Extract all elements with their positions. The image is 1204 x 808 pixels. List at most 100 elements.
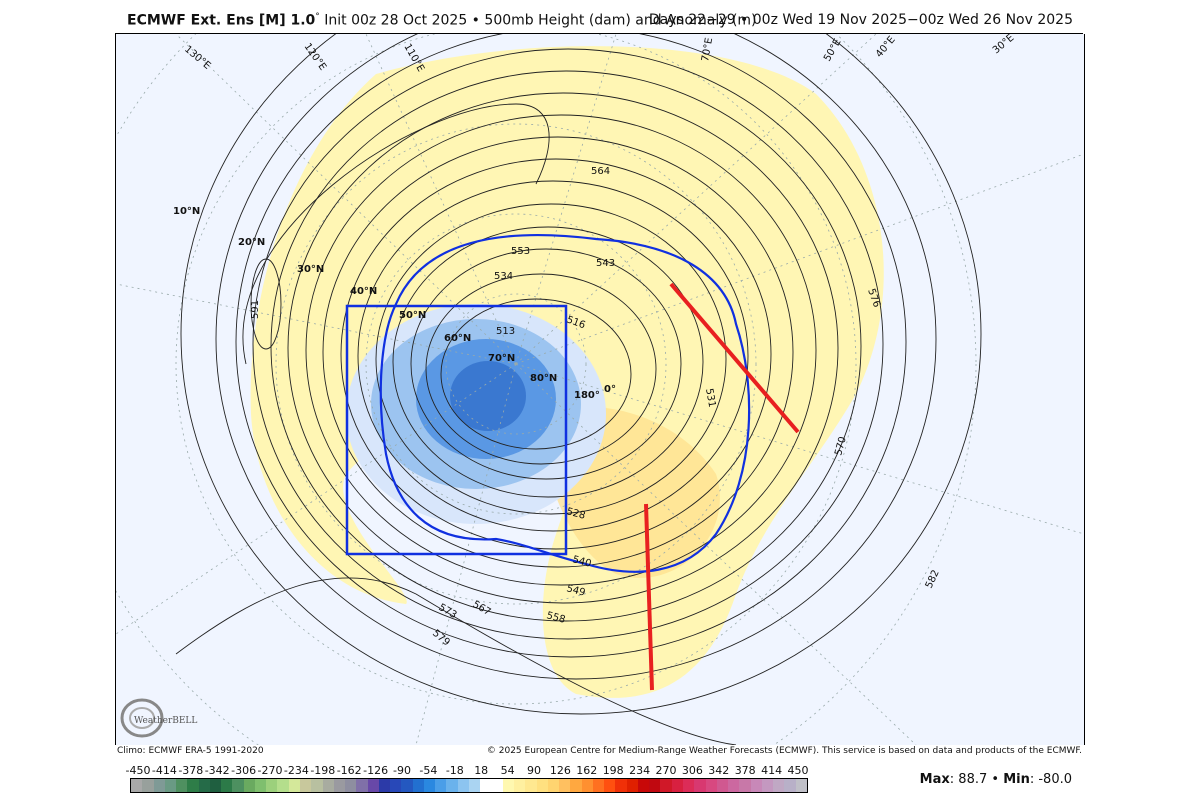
colorbar-swatch: [480, 779, 492, 792]
svg-text:70°N: 70°N: [488, 353, 515, 364]
colorbar-tick: -54: [419, 764, 438, 777]
colorbar-swatch: [604, 779, 616, 792]
colorbar-swatch: [412, 779, 424, 792]
svg-text:582: 582: [924, 568, 942, 590]
svg-text:549: 549: [565, 583, 586, 599]
colorbar-tick: -234: [283, 764, 309, 777]
product-name: 500mb Height (dam) and Anomaly (m): [484, 12, 757, 29]
colorbar-swatch: [491, 779, 503, 792]
colorbar-swatch: [660, 779, 672, 792]
svg-text:WeatherBELL: WeatherBELL: [134, 716, 197, 726]
colorbar-swatch: [277, 779, 289, 792]
colorbar-swatch: [525, 779, 537, 792]
polar-map: 10°N 20°N 30°N 40°N 50°N 60°N 70°N 80°N …: [115, 34, 1085, 745]
colorbar-swatch: [739, 779, 751, 792]
svg-text:573: 573: [437, 602, 459, 621]
weatherbell-logo: WeatherBELL: [118, 696, 208, 740]
colorbar-swatch: [288, 779, 300, 792]
copyright-note: © 2025 European Centre for Medium-Range …: [486, 746, 1082, 756]
colorbar-swatch: [716, 779, 729, 792]
colorbar-tick: -18: [445, 764, 464, 777]
title-divider: [115, 33, 1083, 34]
min-value: -80.0: [1038, 772, 1072, 787]
colorbar-swatch: [683, 779, 695, 792]
colorbar-swatch: [773, 779, 785, 792]
colorbar-tick: 54: [500, 764, 515, 777]
colorbar-swatch: [446, 779, 458, 792]
colorbar-swatch: [750, 779, 762, 792]
colorbar-swatch: [514, 779, 526, 792]
svg-text:130°E: 130°E: [182, 44, 212, 72]
valid-period: Days 22−29 • 00z Wed 19 Nov 2025−00z Wed…: [648, 12, 1073, 28]
colorbar-tick: -414: [151, 764, 177, 777]
svg-text:591: 591: [250, 300, 261, 319]
colorbar-swatch: [728, 779, 740, 792]
colorbar-swatch: [615, 779, 627, 792]
colorbar-swatch: [502, 779, 515, 792]
svg-text:528: 528: [565, 506, 586, 522]
540-dam-contour: [379, 233, 751, 573]
anomaly-colorbar: [130, 778, 808, 793]
colorbar-swatch: [390, 779, 402, 792]
init-time: Init 00z 28 Oct 2025: [319, 12, 468, 29]
colorbar-swatch: [468, 779, 481, 792]
svg-text:579: 579: [430, 628, 452, 649]
max-value: 88.7: [958, 772, 988, 787]
colorbar-swatch: [232, 779, 244, 792]
svg-text:40°E: 40°E: [874, 34, 898, 59]
negative-anomaly-core: [450, 361, 526, 431]
climo-note: Climo: ECMWF ERA-5 1991-2020: [117, 746, 264, 756]
colorbar-tick: 270: [655, 764, 677, 777]
colorbar-swatch: [311, 779, 323, 792]
colorbar-tick: -342: [204, 764, 230, 777]
colorbar-tick: 342: [708, 764, 730, 777]
chart-title: ECMWF Ext. Ens [M] 1.0° Init 00z 28 Oct …: [127, 12, 757, 29]
svg-text:180°: 180°: [574, 390, 600, 401]
colorbar-tick: 234: [629, 764, 651, 777]
colorbar-swatch: [378, 779, 391, 792]
colorbar-swatch: [142, 779, 154, 792]
svg-text:567: 567: [471, 599, 493, 618]
colorbar-tick: -306: [231, 764, 257, 777]
svg-text:570: 570: [833, 435, 849, 456]
colorbar-swatch: [266, 779, 278, 792]
colorbar-tick-labels: -450 -414 -378 -342 -306 -270 -234 -198 -162 -126…: [125, 764, 809, 778]
svg-text:540: 540: [571, 554, 592, 570]
colorbar-swatch: [221, 779, 233, 792]
colorbar-swatch: [367, 779, 379, 792]
colorbar-tick: 198: [602, 764, 624, 777]
colorbar-tick: -90: [393, 764, 411, 777]
colorbar-tick: -270: [257, 764, 283, 777]
map-canvas: 10°N 20°N 30°N 40°N 50°N 60°N 70°N 80°N …: [116, 34, 1084, 745]
colorbar-tick: 162: [576, 764, 598, 777]
colorbar-tick: 414: [761, 764, 783, 777]
colorbar-tick: 306: [681, 764, 703, 777]
colorbar-swatch: [401, 779, 413, 792]
svg-text:50°N: 50°N: [399, 310, 426, 321]
colorbar-swatch: [626, 779, 638, 792]
colorbar-swatch: [536, 779, 548, 792]
colorbar-tick: -378: [178, 764, 204, 777]
svg-text:531: 531: [703, 388, 717, 409]
colorbar-swatch: [322, 779, 334, 792]
ridge-axis-line-north-america: [644, 503, 654, 691]
svg-text:558: 558: [545, 610, 566, 626]
svg-text:0°: 0°: [604, 384, 616, 395]
colorbar-swatch: [187, 779, 199, 792]
colorbar-swatch: [570, 779, 582, 792]
colorbar-swatch: [784, 779, 796, 792]
svg-text:30°N: 30°N: [297, 264, 324, 275]
svg-text:40°N: 40°N: [350, 286, 377, 297]
colorbar-swatch: [649, 779, 661, 792]
svg-text:10°N: 10°N: [173, 206, 200, 217]
colorbar-swatch: [694, 779, 706, 792]
colorbar-swatch: [457, 779, 469, 792]
svg-text:50°E: 50°E: [822, 37, 844, 63]
svg-text:80°N: 80°N: [530, 373, 557, 384]
colorbar-tick: 378: [734, 764, 756, 777]
colorbar-swatch: [705, 779, 717, 792]
colorbar-tick: -450: [125, 764, 151, 777]
colorbar-swatch: [198, 779, 210, 792]
title-bar: ECMWF Ext. Ens [M] 1.0° Init 00z 28 Oct …: [115, 8, 1083, 32]
colorbar-swatch: [795, 779, 807, 792]
